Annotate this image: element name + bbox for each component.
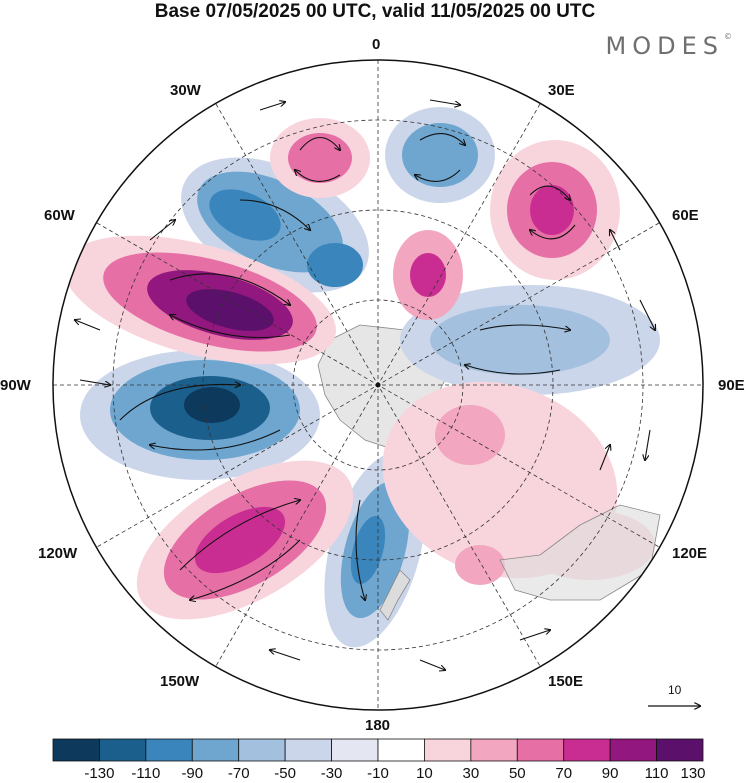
colorbar-label: 10 — [416, 765, 433, 782]
colorbar-swatch — [191, 738, 240, 762]
colorbar-swatch — [424, 738, 472, 762]
colorbar-swatch — [145, 738, 193, 762]
colorbar-swatch — [609, 738, 657, 762]
lon-label-60w: 60W — [44, 207, 75, 224]
colorbar-swatch — [284, 738, 332, 762]
colorbar-swatch — [331, 738, 379, 762]
colorbar-label: -130 — [84, 765, 115, 782]
wind-streamlines — [75, 99, 655, 670]
map-boundary — [52, 59, 704, 711]
lon-label-90w: 90W — [0, 377, 31, 394]
colorbar-swatch — [656, 738, 704, 762]
lon-label-150w: 150W — [160, 673, 200, 690]
brand-mark: © — [724, 32, 732, 41]
colorbar-label: 130 — [680, 765, 706, 782]
colorbar-swatch — [377, 738, 425, 762]
brand-text: MODES — [605, 32, 724, 60]
colorbar-swatch — [563, 738, 611, 762]
lon-label-60e: 60E — [672, 207, 699, 224]
lon-label-120w: 120W — [38, 545, 78, 562]
colorbar-label: -10 — [367, 765, 389, 782]
reference-vector-label: 10 — [668, 683, 682, 697]
colorbar-label: -30 — [320, 765, 343, 782]
colorbar-label: 30 — [462, 765, 480, 782]
colorbar-label: -50 — [274, 765, 296, 782]
lon-label-90e: 90E — [718, 377, 745, 394]
colorbar-swatch — [52, 738, 100, 762]
lon-label-30w: 30W — [170, 82, 201, 99]
south-pole-marker — [375, 382, 381, 388]
lon-label-30e: 30E — [548, 82, 575, 99]
colorbar-swatch — [516, 738, 565, 762]
lon-label-150e: 150E — [548, 673, 584, 690]
colorbar-label: 50 — [508, 765, 526, 782]
new-zealand-land — [379, 569, 411, 621]
colorbar-swatch — [470, 738, 518, 762]
lon-label-0: 0 — [372, 36, 381, 53]
lon-label-180: 180 — [365, 717, 391, 734]
map-title: Base 07/05/2025 00 UTC, valid 11/05/2025… — [154, 1, 596, 22]
colorbar-swatch — [238, 738, 286, 762]
colorbar-label: -70 — [227, 765, 250, 782]
colorbar-swatch — [99, 738, 147, 762]
lon-label-120e: 120E — [672, 545, 708, 562]
colorbar-label: 70 — [555, 765, 573, 782]
colorbar — [52, 738, 704, 762]
colorbar-label: -110 — [131, 765, 161, 782]
colorbar-label: 90 — [601, 765, 619, 782]
colorbar-label: 110 — [644, 765, 669, 782]
modes-logo: MODES© — [606, 32, 732, 60]
australia-land — [499, 504, 661, 601]
colorbar-label: -90 — [181, 765, 204, 782]
